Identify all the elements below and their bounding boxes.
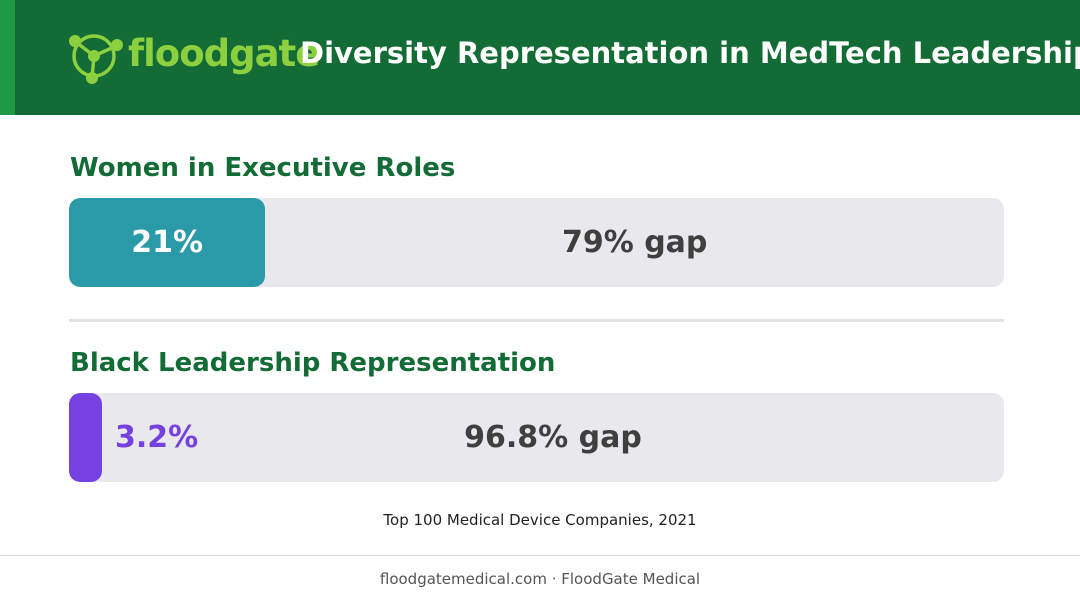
bar-value-label-women: 21% xyxy=(131,225,204,260)
footer-credit[interactable]: floodgatemedical.com · FloodGate Medical xyxy=(379,570,701,588)
header-accent-stripe xyxy=(0,0,15,115)
bar-category-label-black: Black Leadership Representation xyxy=(70,348,556,378)
chart-caption: Top 100 Medical Device Companies, 2021 xyxy=(383,511,697,529)
brand-name: floodgate xyxy=(128,32,320,75)
section-divider xyxy=(69,319,1004,322)
bar-track-women: 21% 79% gap xyxy=(69,198,1004,287)
network-icon xyxy=(69,34,123,84)
bar-women-executive xyxy=(69,198,266,287)
bar-gap-label-women: 79% gap xyxy=(561,225,708,260)
bar-value-label-black: 3.2% xyxy=(115,420,199,455)
footer-divider xyxy=(0,555,1080,556)
bar-black-leadership xyxy=(69,393,102,482)
header-banner: floodgate Diversity Representation in Me… xyxy=(0,0,1080,115)
bar-category-label-women: Women in Executive Roles xyxy=(70,153,456,183)
floodgate-logo[interactable]: floodgate xyxy=(66,28,320,86)
page-title: Diversity Representation in MedTech Lead… xyxy=(300,36,1080,70)
bar-track-black: 3.2% 96.8% gap xyxy=(69,393,1004,482)
bar-gap-label-black: 96.8% gap xyxy=(464,420,642,455)
